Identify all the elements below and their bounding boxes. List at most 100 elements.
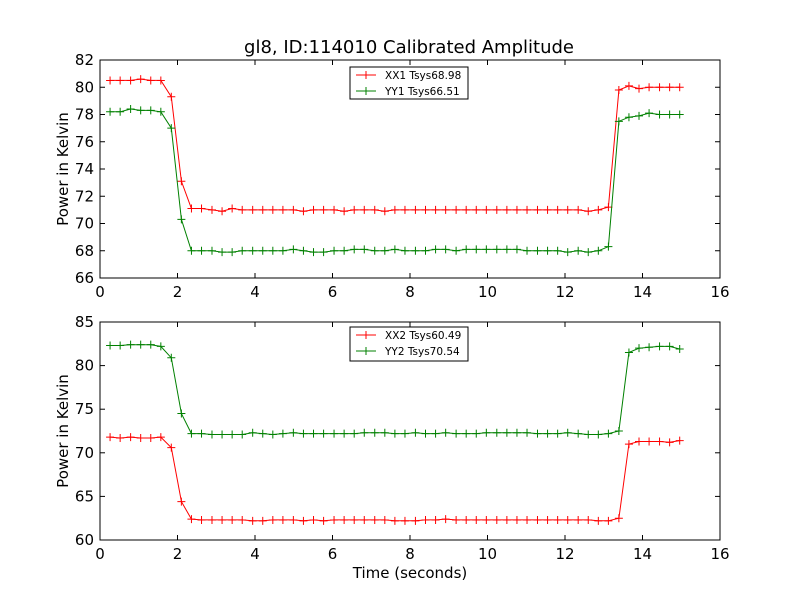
data-point-marker <box>167 353 176 362</box>
data-point-marker <box>309 248 318 257</box>
data-point-marker <box>411 205 420 214</box>
data-point-marker <box>553 205 562 214</box>
data-point-marker <box>431 245 440 254</box>
data-point-marker <box>309 515 318 524</box>
y-tick-label: 76 <box>75 133 94 151</box>
data-point-marker <box>624 440 633 449</box>
data-point-marker <box>472 429 481 438</box>
legend: XX1 Tsys68.98 YY1 Tsys66.51 <box>349 66 469 100</box>
data-point-marker <box>207 246 216 255</box>
data-point-marker <box>228 204 237 213</box>
data-point-marker <box>146 340 155 349</box>
legend-label: XX1 Tsys68.98 <box>385 70 461 82</box>
y-tick-label: 80 <box>75 357 94 375</box>
data-point-marker <box>136 340 145 349</box>
data-point-marker <box>624 348 633 357</box>
data-point-marker <box>604 242 613 251</box>
data-point-marker <box>258 429 267 438</box>
data-point-marker <box>400 516 409 525</box>
data-point-marker <box>156 107 165 116</box>
data-point-marker <box>645 109 654 118</box>
data-point-marker <box>136 106 145 115</box>
data-point-marker <box>675 345 684 354</box>
x-tick-label: 2 <box>173 283 183 301</box>
series-line-2 <box>110 108 680 253</box>
data-point-marker <box>635 111 644 120</box>
x-tick-label: 10 <box>478 545 497 563</box>
data-point-marker <box>553 429 562 438</box>
data-point-marker <box>431 515 440 524</box>
data-point-marker <box>360 428 369 437</box>
data-point-marker <box>278 205 287 214</box>
data-point-marker <box>370 428 379 437</box>
data-point-marker <box>492 515 501 524</box>
data-point-marker <box>533 515 542 524</box>
data-point-marker <box>462 429 471 438</box>
data-point-marker <box>248 516 257 525</box>
data-point-marker <box>289 428 298 437</box>
data-point-marker <box>370 246 379 255</box>
data-point-marker <box>452 205 461 214</box>
y-tick-label: 70 <box>75 444 94 462</box>
data-point-marker <box>452 429 461 438</box>
data-point-marker <box>655 110 664 119</box>
data-point-marker <box>390 516 399 525</box>
data-point-marker <box>340 246 349 255</box>
data-point-marker <box>187 515 196 524</box>
data-point-marker <box>614 85 623 94</box>
data-point-marker <box>452 246 461 255</box>
data-point-marker <box>299 246 308 255</box>
data-point-marker <box>340 515 349 524</box>
data-point-marker <box>187 429 196 438</box>
data-point-marker <box>278 246 287 255</box>
data-point-marker <box>533 246 542 255</box>
data-point-marker <box>675 110 684 119</box>
data-point-marker <box>665 438 674 447</box>
data-point-marker <box>146 106 155 115</box>
data-point-marker <box>400 246 409 255</box>
data-point-marker <box>574 205 583 214</box>
legend: XX2 Tsys60.49 YY2 Tsys70.54 <box>349 326 469 362</box>
data-point-marker <box>431 205 440 214</box>
x-tick-label: 10 <box>478 283 497 301</box>
data-point-marker <box>431 429 440 438</box>
y-tick-label: 70 <box>75 215 94 233</box>
data-point-marker <box>238 515 247 524</box>
data-point-marker <box>441 428 450 437</box>
data-point-marker <box>512 205 521 214</box>
data-point-marker <box>218 248 227 257</box>
data-point-marker <box>177 497 186 506</box>
data-point-marker <box>177 409 186 418</box>
data-point-marker <box>655 437 664 446</box>
data-point-marker <box>248 205 257 214</box>
y-axis-label: Power in Kelvin <box>54 112 72 226</box>
y-tick-label: 60 <box>75 531 94 549</box>
data-point-marker <box>390 245 399 254</box>
y-tick-label: 75 <box>75 400 94 418</box>
data-point-marker <box>238 205 247 214</box>
x-tick-label: 16 <box>710 545 729 563</box>
data-point-marker <box>523 515 532 524</box>
data-point-marker <box>543 515 552 524</box>
data-point-marker <box>421 429 430 438</box>
legend-label: YY2 Tsys70.54 <box>384 346 460 358</box>
data-point-marker <box>502 428 511 437</box>
data-point-marker <box>584 207 593 216</box>
data-point-marker <box>492 205 501 214</box>
y-tick-label: 74 <box>75 160 94 178</box>
data-point-marker <box>462 515 471 524</box>
data-point-marker <box>350 205 359 214</box>
data-point-marker <box>258 516 267 525</box>
data-point-marker <box>319 248 328 257</box>
legend-marker <box>362 331 370 339</box>
data-point-marker <box>543 429 552 438</box>
data-point-marker <box>512 515 521 524</box>
y-tick-label: 78 <box>75 106 94 124</box>
data-point-marker <box>330 515 339 524</box>
data-point-marker <box>197 246 206 255</box>
data-point-marker <box>319 205 328 214</box>
x-tick-label: 6 <box>328 545 338 563</box>
data-point-marker <box>665 342 674 351</box>
data-point-marker <box>614 117 623 126</box>
